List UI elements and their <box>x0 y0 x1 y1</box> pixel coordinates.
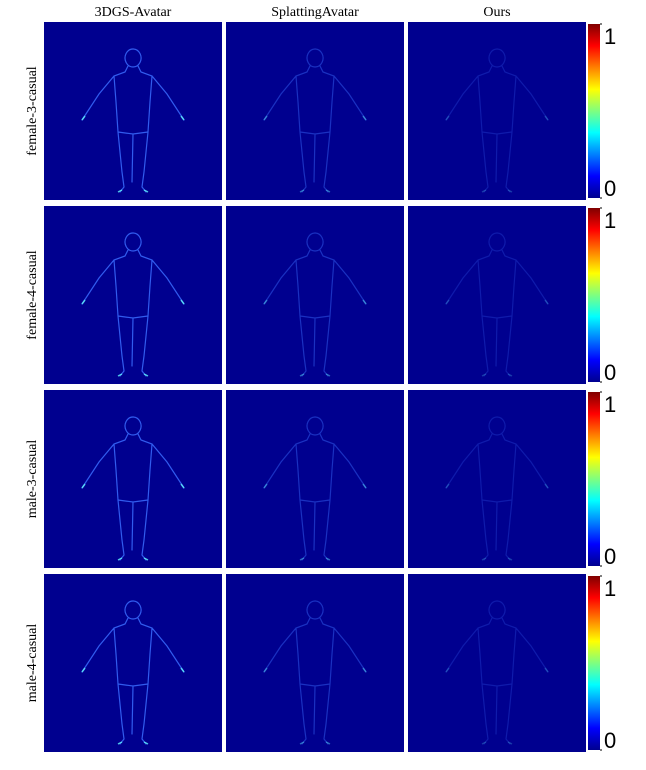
error-silhouette <box>81 48 185 193</box>
error-map <box>44 206 222 384</box>
error-silhouette <box>263 232 367 377</box>
error-highlight <box>445 115 549 193</box>
error-silhouette <box>445 232 549 377</box>
colorbar-tick-label: 0 <box>604 360 616 385</box>
error-highlight <box>263 483 367 561</box>
column-title: 3DGS-Avatar <box>95 5 172 20</box>
error-map-background <box>44 22 222 200</box>
error-silhouette <box>81 232 185 377</box>
row-label: male-4-casual <box>25 624 40 703</box>
error-silhouette <box>445 600 549 745</box>
error-silhouette <box>263 416 367 561</box>
colorbar-tick-label: 0 <box>604 728 616 753</box>
error-map <box>226 574 404 752</box>
error-highlight <box>445 667 549 745</box>
row-label: male-3-casual <box>25 440 40 519</box>
error-map <box>226 390 404 568</box>
error-map-background <box>408 22 586 200</box>
error-highlight <box>81 299 185 377</box>
error-silhouette <box>263 48 367 193</box>
error-silhouette <box>81 600 185 745</box>
error-map-background <box>226 574 404 752</box>
error-map <box>44 574 222 752</box>
error-map <box>408 390 586 568</box>
colorbar <box>588 576 600 750</box>
error-highlight <box>81 483 185 561</box>
colorbar <box>588 24 600 198</box>
error-map <box>408 22 586 200</box>
colorbar-tick-label: 0 <box>604 544 616 569</box>
colorbar <box>588 208 600 382</box>
error-highlight <box>263 115 367 193</box>
error-map-background <box>408 574 586 752</box>
column-title: SplattingAvatar <box>271 5 359 20</box>
error-map <box>44 22 222 200</box>
row-label: female-4-casual <box>25 250 40 339</box>
colorbar-tick-label: 1 <box>604 208 616 233</box>
error-map <box>408 574 586 752</box>
error-silhouette <box>445 48 549 193</box>
error-map-background <box>226 206 404 384</box>
error-silhouette <box>81 416 185 561</box>
error-highlight <box>263 667 367 745</box>
error-map-background <box>44 574 222 752</box>
error-highlight <box>263 299 367 377</box>
error-highlight <box>81 115 185 193</box>
error-map-background <box>408 206 586 384</box>
colorbar <box>588 392 600 566</box>
column-title: Ours <box>483 5 510 20</box>
error-silhouette <box>263 600 367 745</box>
error-map-background <box>44 206 222 384</box>
error-map <box>408 206 586 384</box>
row-label: female-3-casual <box>25 66 40 155</box>
colorbar-tick-label: 1 <box>604 576 616 601</box>
error-highlight <box>445 299 549 377</box>
error-map-background <box>44 390 222 568</box>
colorbar-tick-label: 1 <box>604 392 616 417</box>
error-map <box>44 390 222 568</box>
error-map <box>226 22 404 200</box>
error-highlight <box>81 667 185 745</box>
error-map-background <box>226 22 404 200</box>
error-map-background <box>226 390 404 568</box>
error-map <box>226 206 404 384</box>
error-highlight <box>445 483 549 561</box>
colorbar-tick-label: 0 <box>604 176 616 201</box>
error-map-background <box>408 390 586 568</box>
error-silhouette <box>445 416 549 561</box>
colorbar-tick-label: 1 <box>604 24 616 49</box>
